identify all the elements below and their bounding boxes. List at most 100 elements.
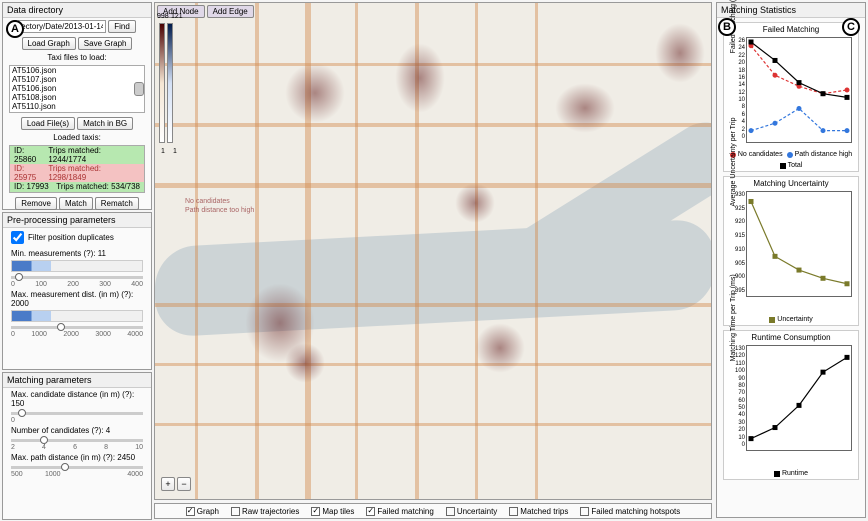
match-button[interactable]: Match [59,197,93,210]
chart-legend: Uncertainty [724,316,858,323]
checkbox-icon [366,507,375,516]
file-item[interactable]: AT5106.json [10,84,144,93]
filter-duplicates-checkbox[interactable] [11,231,24,244]
slider-track[interactable] [11,326,143,329]
slider-track[interactable] [11,439,143,442]
colorbar-max-b: 121 [171,13,183,20]
file-list[interactable]: AT5106.json AT5107.json AT5106.json AT51… [9,65,145,113]
slider-thumb[interactable] [15,273,23,281]
map-colorbars: 998 121 1 1 [159,23,177,153]
legend-item: No candidates [730,151,783,158]
legend-label: Uncertainty [777,316,812,323]
add-edge-button[interactable]: Add Edge [207,5,254,18]
legend-label: Total [788,162,803,169]
hotspot [395,43,445,113]
legend-marker-icon [780,163,786,169]
legend-marker-icon [787,152,793,158]
slider-track[interactable] [11,466,143,469]
layer-label: Graph [197,507,219,516]
colorbar-min: 1 [173,148,177,155]
label-b: B [718,18,736,36]
find-button[interactable]: Find [108,20,136,33]
map-hint: No candidates [185,198,230,205]
slider-label: Max. measurement dist. (in m) (?): 2000 [11,290,143,308]
legend-item: Runtime [774,470,808,477]
file-item[interactable]: AT5110.json [10,102,144,111]
taxi-id: ID: 17993 [14,182,49,191]
loaded-header: Loaded taxis: [3,132,151,143]
hotspot [475,323,525,373]
label-a: A [6,20,24,38]
layer-toggle[interactable]: Matched trips [509,507,568,516]
chart-failed-matching: Failed Matching Failed Matching (% of Tr… [723,22,859,172]
loaded-taxi-list[interactable]: ID: 25860Trips matched: 1244/1774 ID: 25… [9,145,145,193]
layer-toggle[interactable]: Map tiles [311,507,354,516]
legend-item: Total [780,162,803,169]
slider-track[interactable] [11,276,143,279]
slider-label: Min. measurements (?): 11 [11,249,143,258]
load-graph-button[interactable]: Load Graph [22,37,76,50]
checkbox-icon [311,507,320,516]
path-input[interactable] [18,20,106,33]
slider-thumb[interactable] [61,463,69,471]
chart-legend: Runtime [724,470,858,477]
file-item[interactable]: AT5106.json [10,66,144,75]
file-item[interactable]: AT5108.json [10,93,144,102]
colorbar-max-a: 998 [157,13,169,20]
hotspot [285,343,325,383]
hotspot [555,83,615,133]
zoom-in-button[interactable]: + [161,477,175,491]
slider-thumb[interactable] [57,323,65,331]
legend-item: Path distance high [787,151,853,158]
chart-title: Failed Matching [724,25,858,34]
load-files-button[interactable]: Load File(s) [21,117,75,130]
street [155,303,712,307]
label-c: C [842,18,860,36]
slider-ticks: 0100200300400 [11,281,143,288]
taxi-trips: Trips matched: 149/221 [56,191,140,193]
map-hint: Path distance too high [185,207,254,214]
legend-marker-icon [769,317,775,323]
slider-max-path-distance: Max. path distance (in m) (?): 2450 5001… [3,451,151,478]
checkbox-icon [509,507,518,516]
slider-thumb[interactable] [40,436,48,444]
street [155,183,712,188]
file-item[interactable]: AT5107.json [10,75,144,84]
scrollbar-thumb[interactable] [134,82,144,96]
loaded-row[interactable]: ID: 25951 Trips matched: 149/221 [10,191,144,193]
legend-label: No candidates [738,151,783,158]
taxi-id: ID: 25951 [14,191,49,193]
slider-label: Number of candidates (?): 4 [11,426,143,435]
match-bg-button[interactable]: Match in BG [77,117,133,130]
slider-thumb[interactable] [18,409,26,417]
checkbox-icon [186,507,195,516]
layer-label: Matched trips [520,507,568,516]
layer-toggle[interactable]: Failed matching hotspots [580,507,680,516]
slider-track[interactable] [11,412,143,415]
rematch-button[interactable]: Rematch [95,197,139,210]
layer-label: Failed matching hotspots [591,507,680,516]
loaded-row[interactable]: ID: 25975Trips matched: 1298/1849 [10,164,144,182]
zoom-controls: + − [161,477,191,491]
layer-toggle[interactable]: Failed matching [366,507,433,516]
legend-marker-icon [774,471,780,477]
data-directory-title: Data directory [3,3,151,18]
map-view[interactable]: No candidates Path distance too high Add… [154,2,712,500]
slider-ticks: 50010004000 [11,471,143,478]
slider-min-measurements: Min. measurements (?): 11 0100200300400 [3,247,151,288]
save-graph-button[interactable]: Save Graph [78,37,133,50]
hotspot [285,63,345,123]
loaded-row[interactable]: ID: 17993Trips matched: 534/738 [10,182,144,191]
layer-toggle[interactable]: Uncertainty [446,507,497,516]
layer-toggle[interactable]: Graph [186,507,219,516]
taxi-trips: Trips matched: 1298/1849 [48,164,140,182]
chart-plot: 02468101214161820222426 [746,37,852,143]
chart-title: Runtime Consumption [724,333,858,342]
layer-label: Failed matching [377,507,433,516]
loaded-row[interactable]: ID: 25860Trips matched: 1244/1774 [10,146,144,164]
slider-ticks: 0 [11,417,143,424]
chart-plot: 0102030405060708090100110120130 [746,345,852,451]
remove-button[interactable]: Remove [15,197,57,210]
layer-toggle[interactable]: Raw trajectories [231,507,299,516]
zoom-out-button[interactable]: − [177,477,191,491]
